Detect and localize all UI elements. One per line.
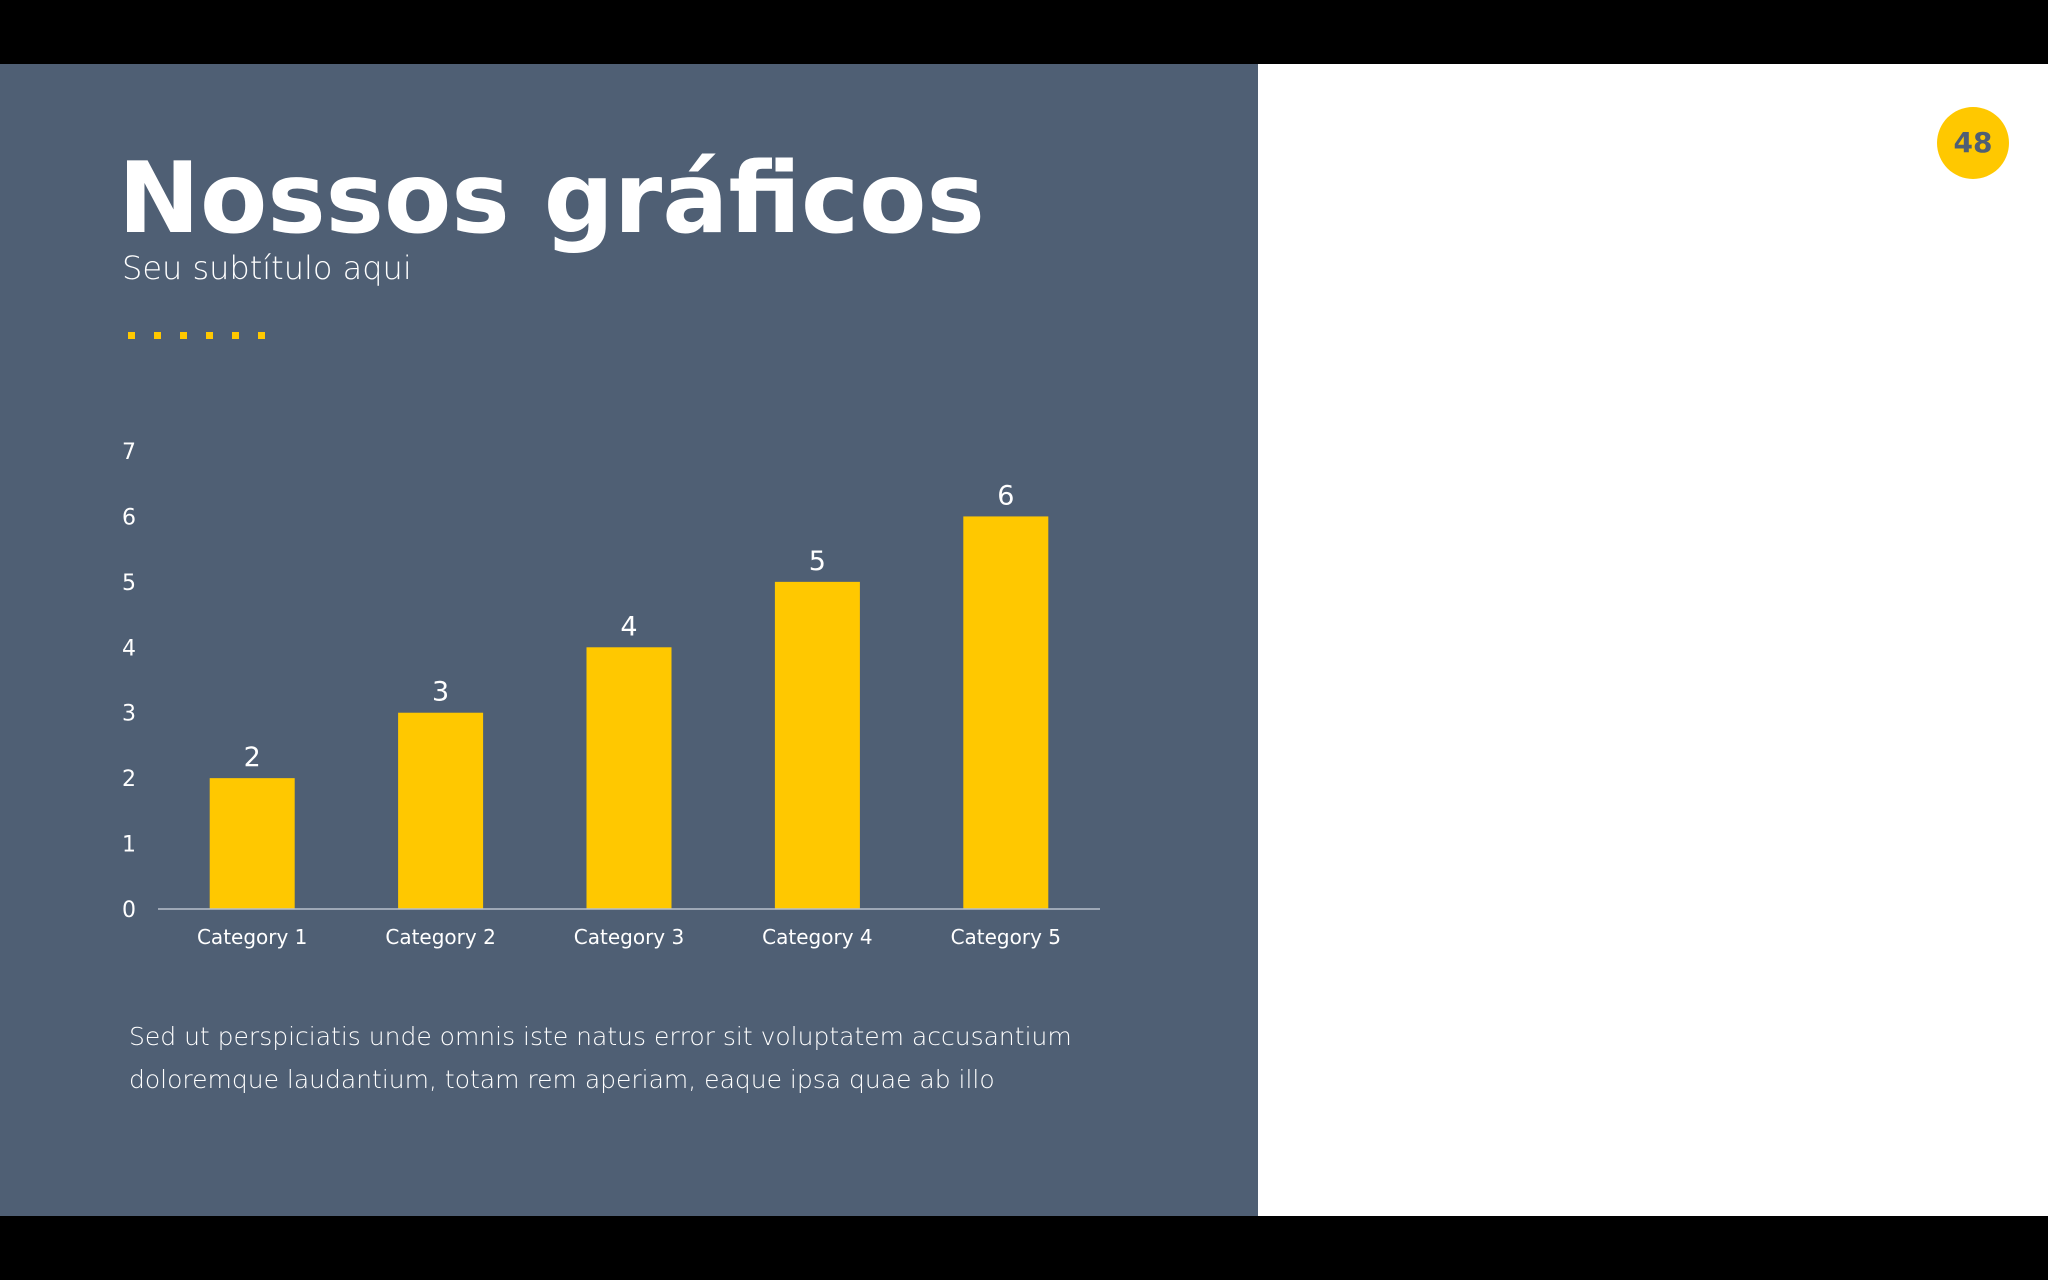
bar [209, 778, 295, 909]
slide-title: Nossos gráficos [118, 142, 985, 256]
left-panel [0, 64, 1258, 1216]
x-tick-label: Category 2 [385, 925, 495, 949]
body-text: Sed ut perspiciatis unde omnis iste natu… [129, 1022, 1072, 1051]
bar [398, 712, 484, 909]
x-tick-label: Category 3 [574, 925, 684, 949]
bottom-bar [0, 1216, 2048, 1280]
data-label: 6 [997, 480, 1014, 511]
y-tick-label: 4 [122, 636, 136, 661]
y-tick-label: 6 [122, 505, 136, 530]
data-label: 3 [432, 677, 449, 708]
slide-subtitle: Seu subtítulo aqui [122, 249, 412, 287]
page-number: 48 [1954, 126, 1993, 159]
chart: 0 1 2 3 4 5 6 7 Category 1 2 Category 2 3 Category 3… [122, 440, 1100, 949]
x-tick-label: Category 5 [951, 925, 1061, 949]
y-tick-label: 2 [122, 767, 136, 792]
y-tick-label: 5 [122, 571, 136, 596]
right-panel [1258, 64, 2048, 1216]
y-tick-label: 7 [122, 440, 136, 465]
data-label: 4 [620, 611, 637, 642]
data-label: 5 [809, 546, 826, 577]
x-tick-label: Category 1 [197, 925, 307, 949]
page-badge [1937, 107, 2009, 179]
y-tick-label: 0 [122, 898, 136, 923]
data-label: 2 [244, 742, 261, 773]
bar [586, 647, 672, 909]
dot-divider [128, 332, 265, 339]
x-tick-label: Category 4 [762, 925, 872, 949]
top-bar [0, 0, 2048, 64]
bar [963, 516, 1049, 909]
bar [774, 581, 860, 909]
body-text: doloremque laudantium, totam rem aperiam… [129, 1065, 995, 1094]
y-tick-label: 1 [122, 833, 136, 858]
y-tick-label: 3 [122, 702, 136, 727]
